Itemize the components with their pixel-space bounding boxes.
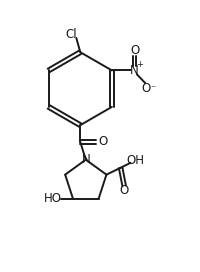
Text: HO: HO (44, 192, 62, 205)
Text: Cl: Cl (66, 28, 77, 41)
Text: O: O (98, 135, 107, 149)
Text: ⁻: ⁻ (150, 84, 155, 94)
Text: OH: OH (126, 154, 144, 167)
Text: +: + (137, 60, 144, 69)
Text: O: O (142, 82, 151, 95)
Text: N: N (81, 153, 90, 166)
Text: O: O (130, 44, 139, 57)
Text: N: N (130, 64, 139, 77)
Text: O: O (120, 184, 129, 197)
